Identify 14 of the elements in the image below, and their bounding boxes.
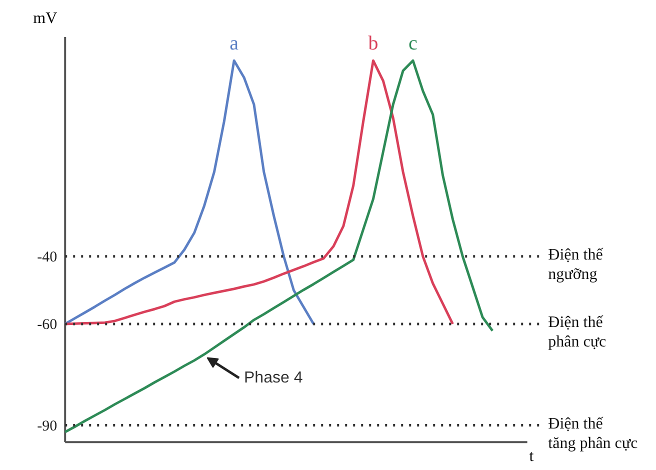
annotation: Phase 4 [244,369,303,386]
line-series [64,59,494,434]
y-tick-label: -60 [37,316,58,333]
y-tick-label: -40 [37,249,58,266]
series-label: b [368,32,378,55]
y-tick-label: -90 [37,418,58,434]
x-axis-title: t [529,448,534,466]
ref-line-label: Điện thế tăng phân cực [548,415,638,452]
line-series [64,59,315,326]
ref-line-label: Điện thế ngưỡng [548,246,604,283]
y-axis-title: mV [33,10,58,27]
series-label: a [230,32,239,55]
series-label: c [408,32,418,55]
ref-line-label: Điện thế phân cực [548,314,606,351]
